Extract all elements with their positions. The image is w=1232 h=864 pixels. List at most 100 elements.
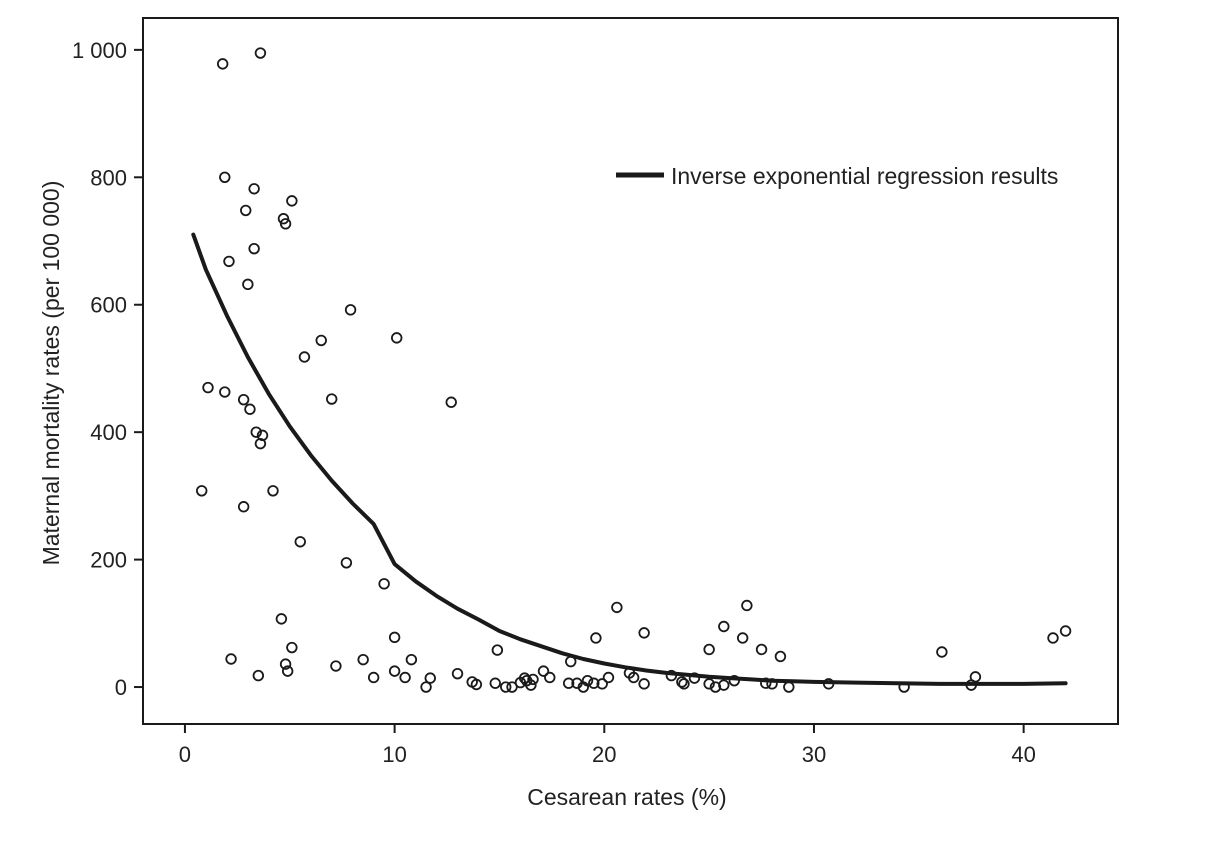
data-point bbox=[254, 47, 267, 59]
plot-frame bbox=[142, 17, 1119, 725]
data-point bbox=[688, 672, 701, 684]
data-point bbox=[774, 650, 787, 663]
regression-line bbox=[191, 232, 1068, 686]
data-point bbox=[254, 437, 267, 450]
data-point bbox=[638, 678, 650, 690]
data-point bbox=[326, 393, 338, 405]
scatter-points bbox=[196, 47, 1072, 693]
data-point bbox=[506, 681, 518, 693]
data-point bbox=[279, 658, 292, 670]
data-point bbox=[250, 426, 262, 438]
data-point bbox=[219, 386, 231, 398]
data-point bbox=[489, 677, 501, 689]
data-point bbox=[225, 653, 237, 665]
regression-curve bbox=[191, 232, 1068, 686]
data-point bbox=[277, 213, 290, 225]
data-point bbox=[196, 485, 208, 497]
data-point bbox=[562, 677, 575, 689]
data-point bbox=[703, 643, 715, 656]
data-point bbox=[202, 381, 214, 394]
data-point bbox=[286, 641, 298, 654]
data-point bbox=[391, 332, 403, 344]
data-point bbox=[256, 429, 269, 442]
data-point bbox=[399, 671, 411, 684]
data-point bbox=[244, 403, 256, 415]
data-point bbox=[1059, 625, 1072, 637]
y-tick-label: 200 bbox=[90, 548, 127, 573]
data-point bbox=[470, 678, 483, 691]
data-point bbox=[216, 58, 229, 70]
data-point bbox=[518, 672, 531, 684]
data-point bbox=[755, 643, 768, 656]
data-point bbox=[279, 218, 292, 230]
data-point bbox=[242, 278, 254, 291]
data-point bbox=[1047, 632, 1059, 644]
data-point bbox=[537, 665, 550, 677]
data-point bbox=[627, 671, 640, 684]
data-point bbox=[315, 334, 327, 347]
data-point bbox=[611, 601, 623, 614]
data-point bbox=[783, 681, 795, 693]
data-point bbox=[588, 677, 600, 689]
data-point bbox=[248, 183, 260, 195]
data-point bbox=[590, 632, 602, 644]
data-point bbox=[344, 304, 357, 316]
data-point bbox=[596, 678, 608, 690]
data-point bbox=[451, 667, 464, 680]
legend: Inverse exponential regression results bbox=[616, 163, 1058, 189]
data-point bbox=[728, 674, 740, 687]
data-point bbox=[420, 681, 432, 693]
y-axis-label: Maternal mortality rates (per 100 000) bbox=[38, 181, 64, 566]
data-point bbox=[294, 536, 306, 548]
data-point bbox=[330, 660, 342, 672]
data-point bbox=[718, 620, 730, 633]
data-point bbox=[219, 171, 231, 183]
data-point bbox=[678, 678, 690, 690]
data-point bbox=[367, 671, 380, 684]
x-tick-label: 0 bbox=[179, 742, 191, 767]
data-point bbox=[357, 653, 369, 666]
x-tick-label: 20 bbox=[592, 742, 616, 767]
data-point bbox=[736, 632, 749, 644]
data-point bbox=[718, 679, 730, 691]
y-tick-label: 800 bbox=[90, 165, 127, 190]
data-point bbox=[936, 646, 948, 658]
y-tick-label: 600 bbox=[90, 293, 127, 318]
data-point bbox=[638, 627, 650, 639]
data-point bbox=[491, 644, 504, 656]
data-point bbox=[602, 671, 615, 684]
y-tick-label: 1 000 bbox=[72, 38, 127, 63]
data-point bbox=[237, 501, 250, 513]
data-point bbox=[581, 674, 594, 687]
data-point bbox=[544, 671, 556, 684]
x-tick-label: 30 bbox=[802, 742, 826, 767]
x-tick-label: 10 bbox=[382, 742, 406, 767]
data-point bbox=[267, 485, 279, 497]
x-axis: 0 10 20 30 40 bbox=[179, 724, 1036, 767]
data-point bbox=[741, 599, 753, 612]
data-point bbox=[340, 557, 353, 569]
data-point bbox=[424, 672, 436, 684]
y-tick-label: 0 bbox=[115, 675, 127, 700]
data-point bbox=[969, 671, 982, 683]
y-axis: 0 200 400 600 800 1 000 bbox=[72, 38, 143, 700]
data-point bbox=[286, 195, 298, 207]
data-point bbox=[527, 673, 539, 686]
data-point bbox=[240, 204, 252, 217]
data-point bbox=[275, 613, 288, 625]
data-point bbox=[248, 242, 260, 255]
y-tick-label: 400 bbox=[90, 420, 127, 445]
data-point bbox=[252, 669, 265, 682]
data-point bbox=[703, 678, 715, 690]
data-point bbox=[525, 679, 537, 691]
data-point bbox=[237, 393, 250, 406]
x-tick-label: 40 bbox=[1011, 742, 1035, 767]
data-point bbox=[298, 351, 311, 363]
data-point bbox=[405, 653, 418, 666]
data-point bbox=[500, 681, 512, 693]
data-point bbox=[388, 631, 401, 644]
data-point bbox=[378, 578, 390, 590]
data-point bbox=[281, 665, 294, 677]
data-point bbox=[676, 676, 688, 688]
